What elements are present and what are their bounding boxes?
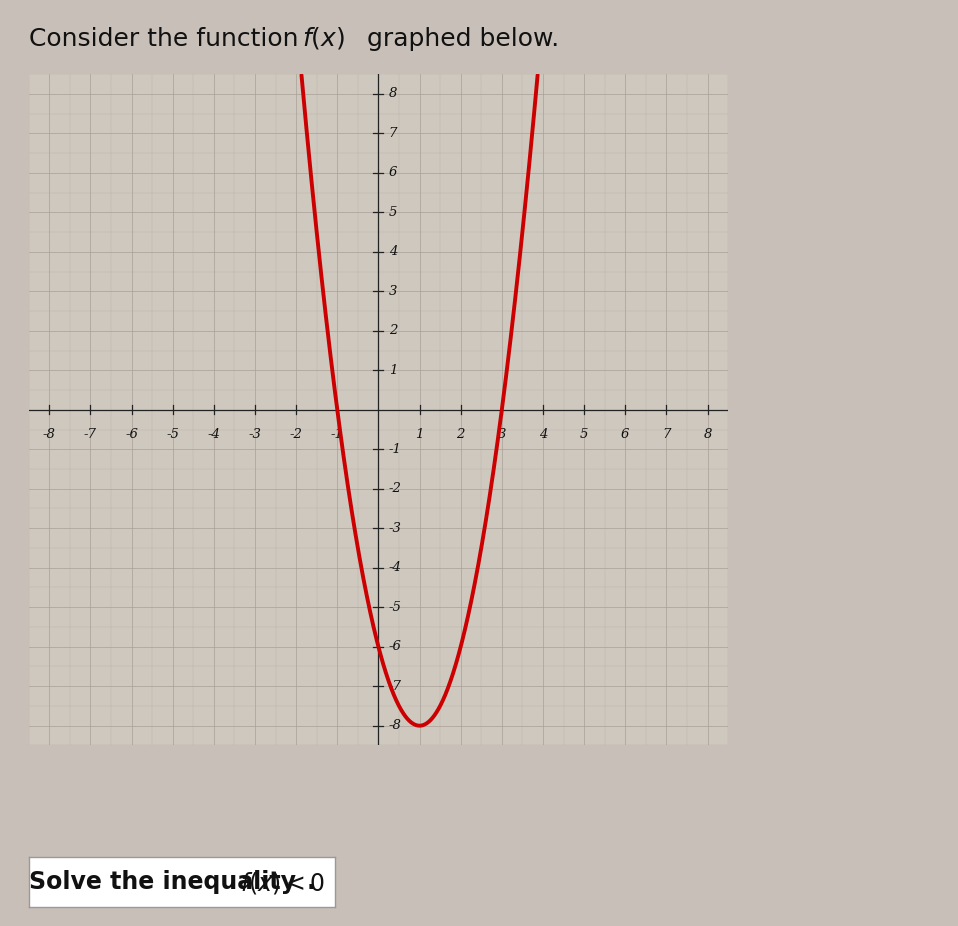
Text: 7: 7 bbox=[662, 428, 671, 441]
Text: 6: 6 bbox=[389, 167, 397, 180]
Text: 1: 1 bbox=[389, 364, 397, 377]
Text: -8: -8 bbox=[43, 428, 56, 441]
Text: .: . bbox=[307, 870, 315, 895]
Text: -5: -5 bbox=[167, 428, 179, 441]
Text: -3: -3 bbox=[389, 521, 401, 534]
Text: 8: 8 bbox=[703, 428, 712, 441]
Text: -1: -1 bbox=[389, 443, 401, 456]
Text: -4: -4 bbox=[389, 561, 401, 574]
Text: 7: 7 bbox=[389, 127, 397, 140]
Text: -5: -5 bbox=[389, 601, 401, 614]
Text: Consider the function: Consider the function bbox=[29, 27, 307, 51]
Text: -1: -1 bbox=[331, 428, 344, 441]
Text: -7: -7 bbox=[84, 428, 97, 441]
Text: 2: 2 bbox=[389, 324, 397, 337]
Text: 8: 8 bbox=[389, 87, 397, 100]
Text: -2: -2 bbox=[289, 428, 303, 441]
Text: -6: -6 bbox=[389, 640, 401, 653]
Text: 4: 4 bbox=[538, 428, 547, 441]
Text: $f(x) < 0$: $f(x) < 0$ bbox=[240, 870, 325, 896]
Text: 1: 1 bbox=[416, 428, 423, 441]
Text: Solve the inequality: Solve the inequality bbox=[29, 870, 304, 895]
Text: -7: -7 bbox=[389, 680, 401, 693]
Text: 2: 2 bbox=[457, 428, 465, 441]
Text: -4: -4 bbox=[208, 428, 220, 441]
Text: -2: -2 bbox=[389, 482, 401, 495]
Text: 5: 5 bbox=[580, 428, 588, 441]
Text: 5: 5 bbox=[389, 206, 397, 219]
Text: -3: -3 bbox=[248, 428, 262, 441]
Text: graphed below.: graphed below. bbox=[359, 27, 559, 51]
Text: -6: -6 bbox=[125, 428, 138, 441]
Text: 4: 4 bbox=[389, 245, 397, 258]
Text: 6: 6 bbox=[621, 428, 629, 441]
Text: 3: 3 bbox=[497, 428, 506, 441]
Text: -8: -8 bbox=[389, 720, 401, 732]
Text: $f(x)$: $f(x)$ bbox=[302, 25, 345, 51]
Text: 3: 3 bbox=[389, 285, 397, 298]
